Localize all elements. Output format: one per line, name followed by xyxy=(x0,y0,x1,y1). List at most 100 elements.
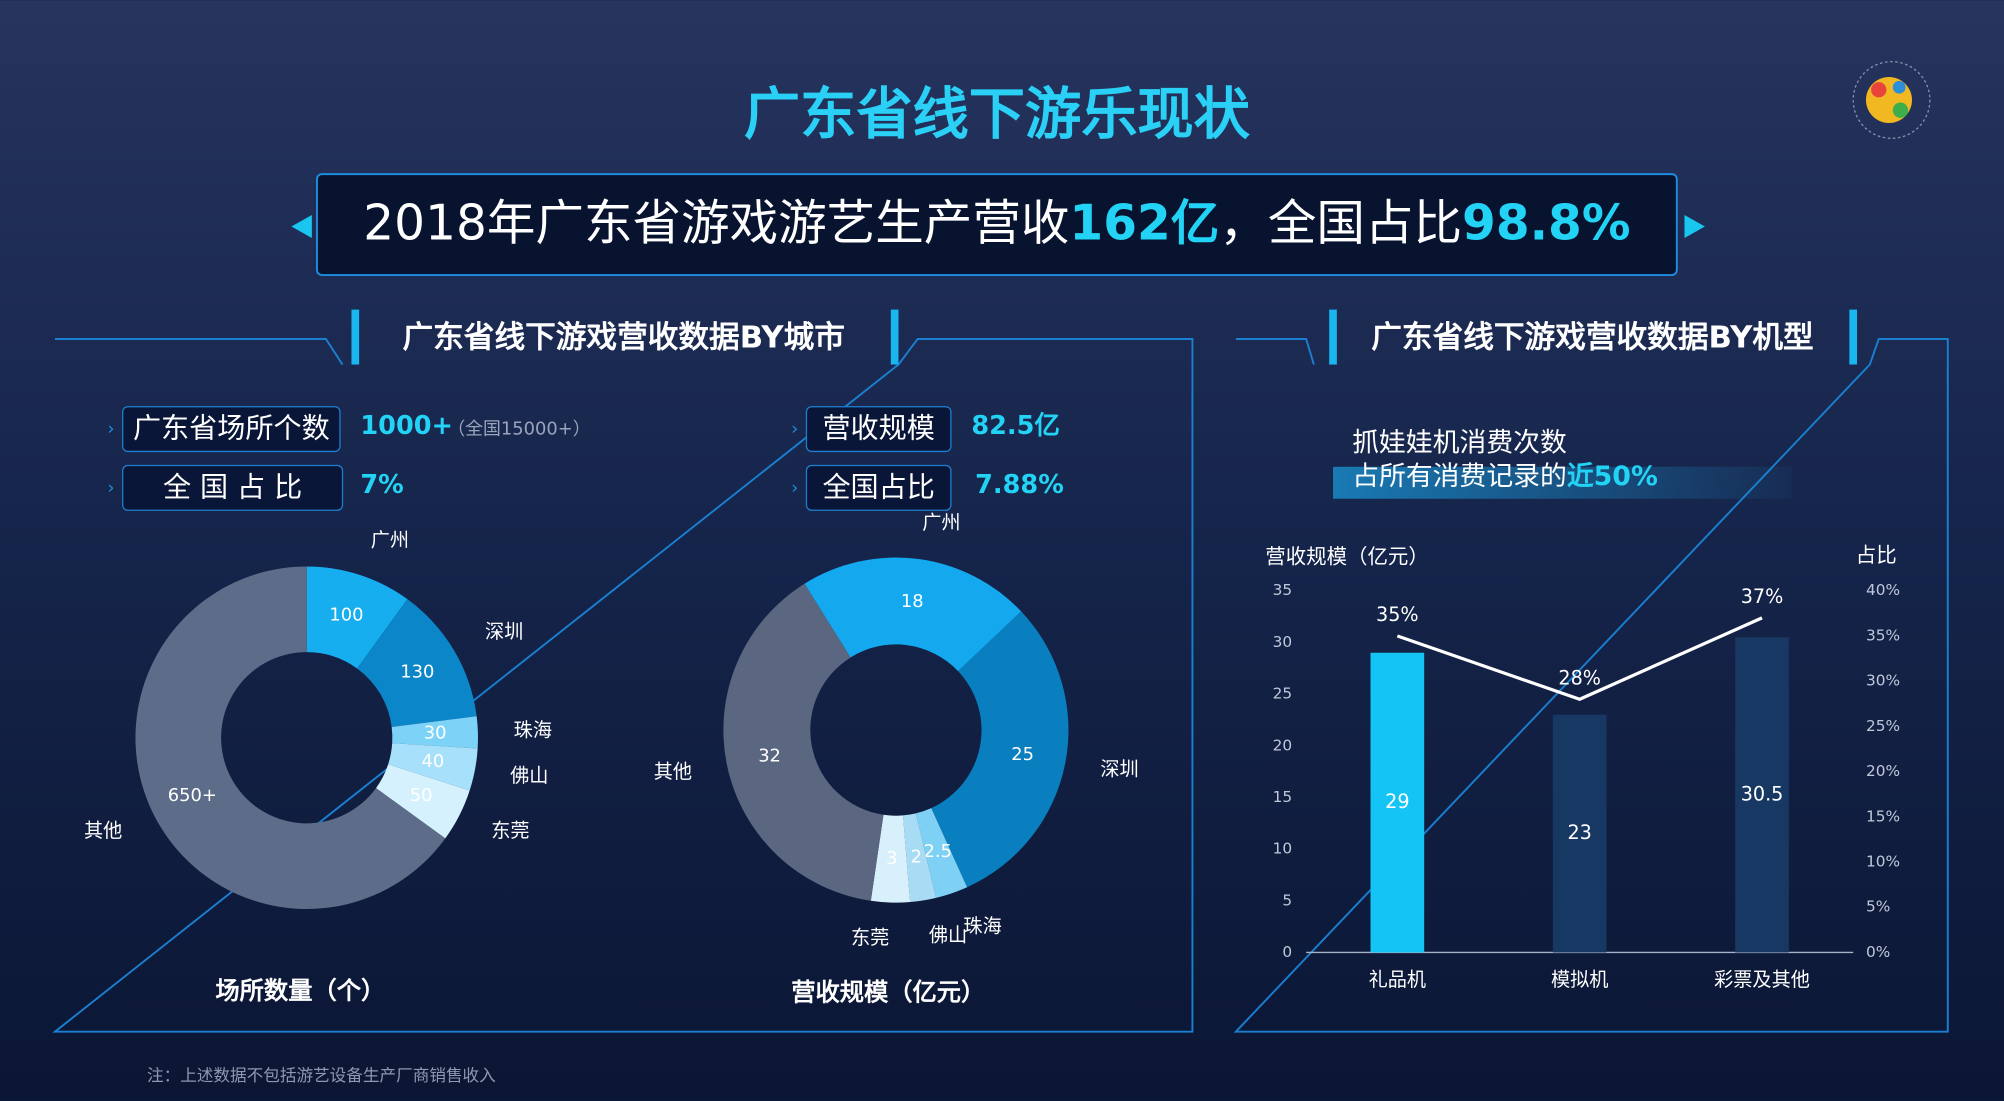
line-label: 37% xyxy=(1741,585,1784,608)
donut-segment xyxy=(388,743,478,791)
panel-title: 广东省线下游戏营收数据BY城市 xyxy=(402,319,844,355)
donut-segment xyxy=(870,814,911,903)
value-label: 30 xyxy=(424,723,447,744)
stat-box xyxy=(805,406,952,453)
line xyxy=(1396,616,1763,701)
category-label: 深圳 xyxy=(1100,758,1138,781)
callout-text: 占所有消费记录的近50% xyxy=(1352,461,1658,492)
banner-text: ，全国占比 xyxy=(1219,196,1462,252)
donut-segment xyxy=(723,583,884,901)
title-bar xyxy=(890,309,899,365)
stat-label: 全国占比 xyxy=(822,471,934,504)
category-label: 珠海 xyxy=(514,719,552,742)
stat-value: 7% xyxy=(360,470,403,500)
donut-segment xyxy=(135,566,446,909)
y-tick-label: 25 xyxy=(1273,685,1293,703)
x-tick-label: 彩票及其他 xyxy=(1714,968,1810,991)
logo xyxy=(1852,61,1931,139)
callout-text: 抓娃娃机消费次数 xyxy=(1352,427,1567,458)
donut-segment xyxy=(391,716,478,749)
category-label: 佛山 xyxy=(510,764,548,787)
chevron: › xyxy=(107,419,114,440)
y2-tick-label: 40% xyxy=(1866,581,1900,599)
y2-tick-label: 10% xyxy=(1866,853,1900,871)
donut-segment xyxy=(915,808,968,898)
category-label: 其他 xyxy=(654,760,692,783)
x-tick-label: 模拟机 xyxy=(1551,968,1608,991)
y2-tick-label: 25% xyxy=(1866,717,1900,735)
chevron: › xyxy=(107,478,114,499)
category-label: 东莞 xyxy=(851,926,889,949)
panel-title: 广东省线下游戏营收数据BY机型 xyxy=(1371,319,1813,355)
stat-label: 全 国 占 比 xyxy=(163,471,302,504)
stat-box xyxy=(122,406,341,453)
bar xyxy=(1370,652,1425,953)
value-label: 130 xyxy=(400,661,434,682)
value-label: 18 xyxy=(901,591,924,612)
stat-value: 82.5亿 xyxy=(971,411,1060,441)
stat-label: 营收规模 xyxy=(822,412,934,445)
stat-value: 7.88% xyxy=(975,470,1064,500)
value-label: 50 xyxy=(410,785,433,806)
chart-title: 营收规模（亿元） xyxy=(791,977,985,1006)
footnote: 注：上述数据不包括游艺设备生产厂商销售收入 xyxy=(147,1066,496,1085)
x-tick-label: 礼品机 xyxy=(1369,968,1426,991)
line-label: 35% xyxy=(1376,603,1419,626)
stat-label: 广东省场所个数 xyxy=(133,412,330,445)
slide-title: 广东省线下游乐现状 xyxy=(744,83,1251,148)
y2-tick-label: 15% xyxy=(1866,807,1900,825)
value-label: 25 xyxy=(1011,744,1034,765)
title-bar xyxy=(1849,309,1858,365)
donut-segment xyxy=(376,764,470,839)
banner-highlight: 98.8% xyxy=(1462,196,1630,252)
banner-box xyxy=(316,173,1678,277)
category-label: 东莞 xyxy=(491,819,529,842)
category-label: 深圳 xyxy=(485,620,523,643)
value-label: 40 xyxy=(422,751,445,772)
chevron: › xyxy=(791,419,798,440)
y2-tick-label: 20% xyxy=(1866,762,1900,780)
value-label: 32 xyxy=(758,746,781,767)
chevron: › xyxy=(791,478,798,499)
value-label: 3 xyxy=(886,848,897,869)
type-panel xyxy=(1233,338,1949,1033)
stat-note: （全国15000+） xyxy=(447,419,590,440)
y2-tick-label: 35% xyxy=(1866,626,1900,644)
category-label: 广州 xyxy=(371,528,409,551)
y-tick-label: 15 xyxy=(1273,788,1293,806)
donut-segment xyxy=(306,566,408,669)
value-label: 100 xyxy=(329,605,363,626)
category-label: 佛山 xyxy=(929,923,967,946)
y-tick-label: 35 xyxy=(1273,581,1293,599)
chart-title: 场所数量（个） xyxy=(215,976,385,1005)
category-label: 广州 xyxy=(922,511,960,534)
stat-box xyxy=(122,464,344,511)
value-label: 2.5 xyxy=(924,841,952,862)
banner-text: 2018年广东省游戏游艺生产营收 xyxy=(363,196,1069,252)
value-label: 650+ xyxy=(168,785,217,806)
bar-label: 30.5 xyxy=(1741,782,1784,805)
banner: 2018年广东省游戏游艺生产营收162亿，全国占比98.8% xyxy=(363,196,1630,252)
callout-highlight: 近50% xyxy=(1567,461,1658,492)
bar xyxy=(1735,637,1789,953)
banner-highlight: 162亿 xyxy=(1069,196,1219,252)
donut-segment xyxy=(931,611,1069,888)
y2-tick-label: 30% xyxy=(1866,672,1900,690)
bar-label: 23 xyxy=(1567,821,1591,844)
axis-title: 营收规模（亿元） xyxy=(1265,545,1428,569)
y2-tick-label: 0% xyxy=(1866,943,1890,961)
category-label: 珠海 xyxy=(963,915,1001,938)
category-label: 其他 xyxy=(84,819,122,842)
y-tick-label: 20 xyxy=(1273,736,1293,754)
y-tick-label: 30 xyxy=(1273,633,1293,651)
axis-title: 占比 xyxy=(1856,543,1897,567)
y2-tick-label: 5% xyxy=(1866,898,1890,916)
callout-text: 占所有消费记录的 xyxy=(1352,461,1567,492)
title-bar xyxy=(1329,309,1337,365)
line-label: 28% xyxy=(1558,666,1601,689)
callout-bar xyxy=(1333,466,1792,499)
donut-segment xyxy=(357,599,477,728)
